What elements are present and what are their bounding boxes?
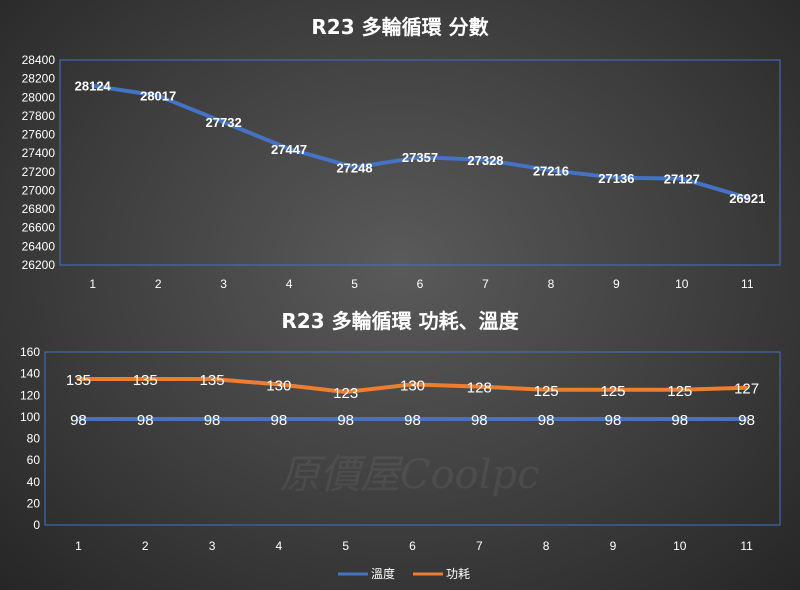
y-tick-label: 27800 [22,109,56,123]
data-label: 123 [333,385,358,402]
data-label: 98 [204,412,221,429]
x-tick-label: 7 [482,277,489,291]
y-tick-label: 60 [27,453,41,467]
x-tick-label: 1 [75,539,82,553]
data-label: 98 [538,412,555,429]
data-label: 27328 [467,153,503,168]
y-tick-label: 27600 [22,128,56,142]
x-tick-label: 9 [610,539,617,553]
data-label: 135 [133,372,158,389]
data-label: 98 [404,412,421,429]
data-label: 98 [337,412,354,429]
x-tick-label: 2 [142,539,149,553]
data-label: 130 [266,377,291,394]
x-tick-label: 8 [548,277,555,291]
y-tick-label: 27000 [22,183,56,197]
x-tick-label: 10 [675,277,689,291]
y-tick-label: 140 [20,367,40,381]
y-tick-label: 40 [27,475,41,489]
data-label: 98 [605,412,622,429]
y-tick-label: 26200 [22,258,56,272]
data-label: 27216 [533,163,569,178]
score-chart-title: R23 多輪循環 分數 [311,15,488,39]
x-tick-label: 6 [409,539,416,553]
score-chart: R23 多輪循環 分數 2620026400266002680027000272… [22,15,781,291]
y-tick-label: 26800 [22,202,56,216]
legend-label: 溫度 [371,566,395,581]
data-label: 125 [534,383,559,400]
data-label: 98 [471,412,488,429]
y-tick-label: 28200 [22,72,56,86]
power-temp-plot-area [44,351,781,526]
x-tick-label: 10 [673,539,687,553]
x-tick-label: 5 [342,539,349,553]
x-tick-label: 9 [613,277,620,291]
data-label: 28124 [75,79,112,94]
y-tick-label: 26600 [22,221,56,235]
y-tick-label: 28400 [22,53,56,67]
x-tick-label: 2 [155,277,162,291]
y-tick-label: 0 [33,518,40,532]
y-tick-label: 28000 [22,90,56,104]
x-tick-label: 4 [276,539,283,553]
data-label: 98 [738,412,755,429]
y-tick-label: 27400 [22,146,56,160]
data-label: 26921 [729,191,765,206]
data-label: 27732 [206,115,242,130]
data-label: 98 [137,412,154,429]
data-label: 27248 [336,160,372,175]
data-label: 125 [667,383,692,400]
data-label: 98 [671,412,688,429]
x-tick-label: 4 [286,277,293,291]
y-tick-label: 27200 [22,165,56,179]
x-tick-label: 1 [89,277,96,291]
data-label: 127 [734,381,759,398]
series-line-功耗 [76,377,749,394]
y-tick-label: 20 [27,496,41,510]
y-tick-label: 80 [27,432,41,446]
x-tick-label: 6 [417,277,424,291]
x-tick-label: 8 [543,539,550,553]
y-tick-label: 26400 [22,239,56,253]
x-tick-label: 3 [209,539,216,553]
data-label: 128 [467,380,492,397]
y-tick-label: 100 [20,410,40,424]
x-tick-label: 5 [351,277,358,291]
x-tick-label: 7 [476,539,483,553]
data-label: 27127 [664,172,700,187]
y-tick-label: 120 [20,388,40,402]
data-label: 27136 [598,171,634,186]
legend: 溫度 功耗 [338,566,470,581]
data-label: 98 [271,412,288,429]
data-label: 28017 [140,89,176,104]
data-label: 125 [600,383,625,400]
legend-label: 功耗 [446,567,470,581]
watermark: 原價屋Coolpc [280,452,540,498]
data-label: 27357 [402,150,438,165]
series-line [90,83,750,200]
x-tick-label: 11 [740,539,753,553]
data-label: 130 [400,377,425,394]
x-tick-label: 3 [220,277,227,291]
y-tick-label: 160 [20,345,40,359]
data-label: 98 [70,412,87,429]
x-tick-label: 11 [741,277,754,291]
score-plot-area [59,59,781,266]
data-label: 135 [200,372,225,389]
power-temp-chart-title: R23 多輪循環 功耗、溫度 [281,309,519,333]
data-label: 27447 [271,142,307,157]
data-label: 135 [66,372,91,389]
